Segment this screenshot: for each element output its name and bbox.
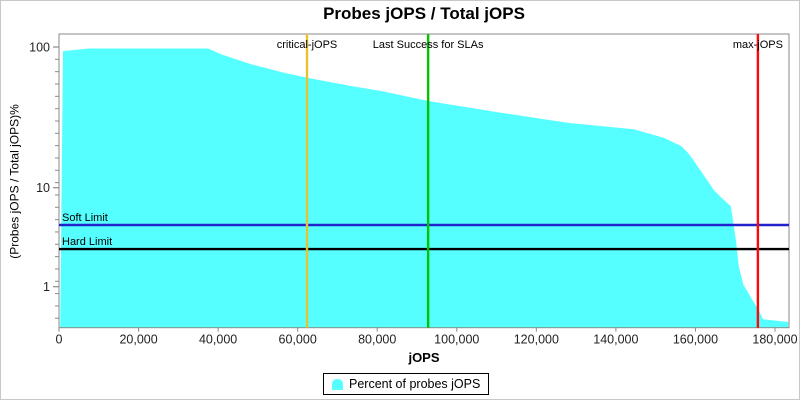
plot-border — [58, 33, 790, 329]
x-axis-tick-label: 60,000 — [279, 333, 317, 347]
vline-label-critical-jops: critical-jOPS — [277, 39, 338, 51]
x-axis-tick-label: 40,000 — [199, 333, 237, 347]
vline-label-last-success-for-slas: Last Success for SLAs — [373, 39, 484, 51]
y-axis-tick-label: 10 — [36, 181, 50, 195]
vline-label-max-jops: max-jOPS — [733, 39, 783, 51]
x-axis-tick-label: 100,000 — [434, 333, 479, 347]
x-axis-tick-label: 140,000 — [593, 333, 638, 347]
y-axis-label: (Probes jOPS / Total jOPS)% — [7, 104, 22, 259]
hline-label-hard-limit: Hard Limit — [62, 236, 112, 248]
x-axis-label: jOPS — [408, 350, 440, 365]
x-axis-tick-label: 120,000 — [514, 333, 559, 347]
legend-area-swatch-icon — [332, 378, 343, 390]
y-axis-tick-label: 1 — [43, 280, 50, 294]
x-axis-tick-label: 80,000 — [358, 333, 396, 347]
y-axis-tick-label: 100 — [29, 41, 50, 55]
legend: Percent of probes jOPS — [323, 373, 490, 395]
x-axis-tick-label: 180,000 — [752, 333, 797, 347]
x-axis-tick-label: 0 — [56, 333, 63, 347]
x-axis-tick-label: 160,000 — [673, 333, 718, 347]
series-area-percent-of-probes-jops — [60, 48, 789, 328]
chart-title: Probes jOPS / Total jOPS — [323, 4, 525, 23]
hline-label-soft-limit: Soft Limit — [62, 212, 108, 224]
x-axis-tick-label: 20,000 — [119, 333, 157, 347]
legend-label: Percent of probes jOPS — [349, 377, 481, 391]
